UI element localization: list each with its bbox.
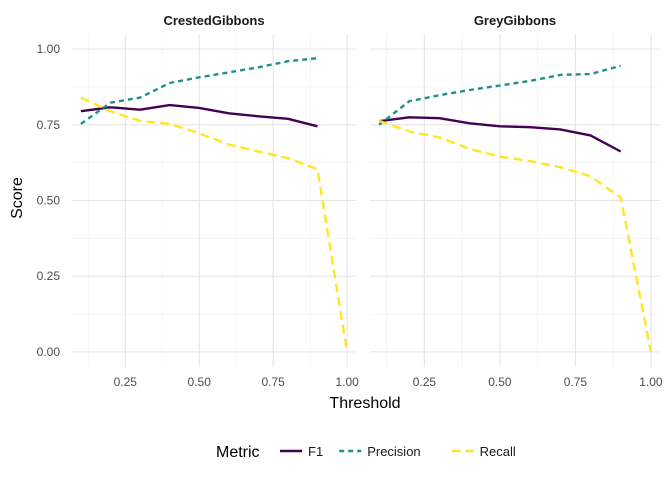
panel-title: CrestedGibbons <box>163 13 264 28</box>
panel-title: GreyGibbons <box>474 13 556 28</box>
legend-item-precision: Precision <box>339 444 421 459</box>
series-line-precision <box>80 57 318 125</box>
legend: Metric F1 Precision Recall <box>216 444 516 461</box>
x-tick-label: 0.25 <box>114 375 138 389</box>
x-tick-label: 0.75 <box>261 375 285 389</box>
x-tick-label: 0.75 <box>564 375 588 389</box>
panels: CrestedGibbons 0.25 0.50 0.75 1.00 0.00 0.25 0.… <box>37 13 663 389</box>
y-tick-label: 1.00 <box>37 42 61 56</box>
panel-crestedgibbons: CrestedGibbons 0.25 0.50 0.75 1.00 0.00 0.25 0.… <box>37 13 359 389</box>
legend-title: Metric <box>216 444 260 461</box>
legend-label: Recall <box>480 444 516 459</box>
legend-item-recall: Recall <box>451 444 516 459</box>
legend-item-f1: F1 <box>280 444 323 459</box>
series-line-recall <box>378 119 653 353</box>
panel-greygibbons: GreyGibbons 0.25 0.50 0.75 1.00 <box>370 13 663 389</box>
y-tick-label: 0.50 <box>37 194 61 208</box>
legend-label: Precision <box>367 444 420 459</box>
series-line-f1 <box>80 103 318 128</box>
legend-label: F1 <box>308 444 323 459</box>
y-tick-label: 0.00 <box>37 345 61 359</box>
series-line-recall <box>80 96 349 353</box>
series-line-precision <box>378 64 622 126</box>
x-tick-label: 0.50 <box>188 375 212 389</box>
y-axis-title: Score <box>9 177 26 219</box>
x-axis-title: Threshold <box>329 395 400 412</box>
x-tick-label: 1.00 <box>639 375 663 389</box>
x-tick-label: 0.25 <box>413 375 437 389</box>
x-tick-label: 1.00 <box>335 375 359 389</box>
y-tick-label: 0.25 <box>37 269 61 283</box>
y-tick-label: 0.75 <box>37 118 61 132</box>
series-line-f1 <box>378 116 622 153</box>
x-tick-label: 0.50 <box>488 375 512 389</box>
